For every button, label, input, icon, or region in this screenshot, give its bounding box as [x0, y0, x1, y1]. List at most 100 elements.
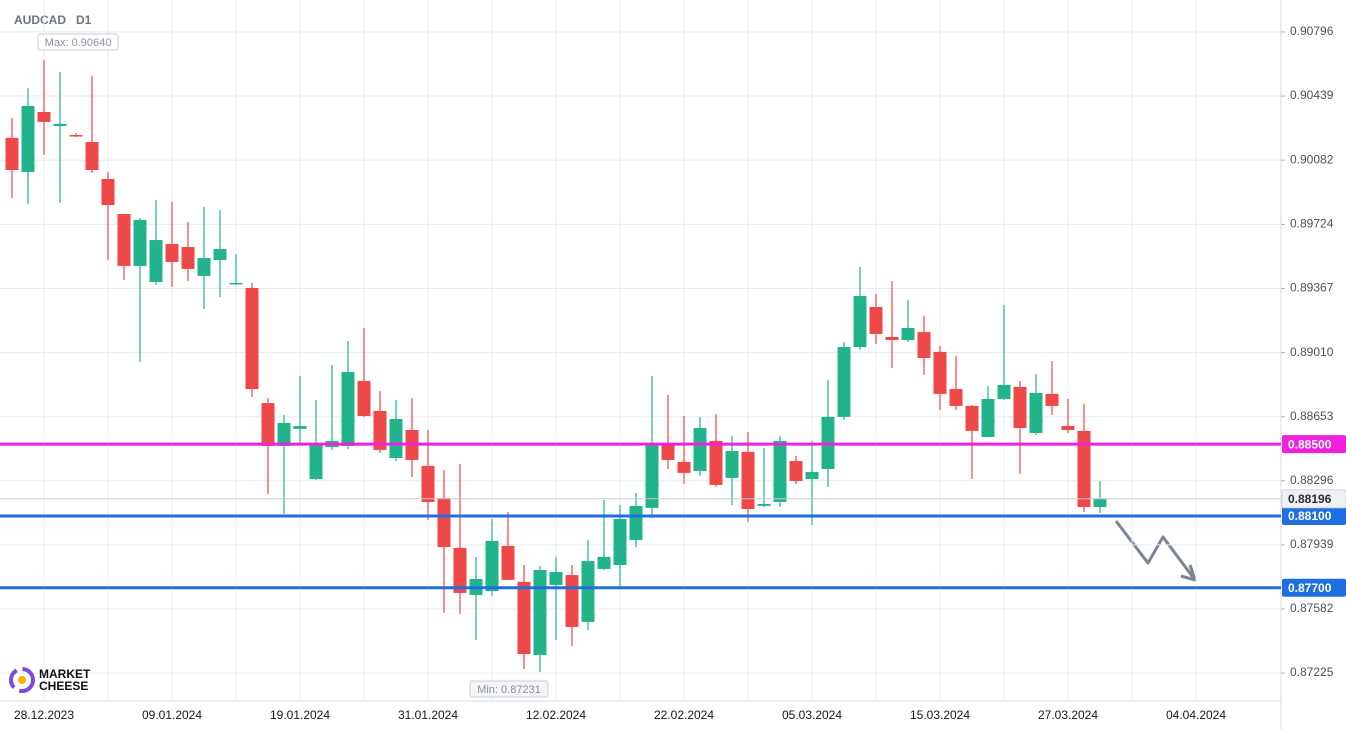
min-label: Min: 0.87231 — [477, 684, 541, 696]
y-tick-label: 0.90082 — [1290, 152, 1334, 166]
candle — [901, 300, 915, 343]
last-price-label: 0.88196 — [1288, 492, 1332, 506]
candle-body — [453, 547, 467, 593]
candle — [293, 375, 307, 443]
candle-body — [933, 351, 947, 394]
candle-body — [709, 440, 723, 485]
logo-text: CHEESE — [39, 679, 88, 693]
x-tick-label: 05.03.2024 — [782, 708, 842, 722]
candle — [885, 280, 899, 369]
candle-body — [21, 105, 35, 172]
timeframe: D1 — [76, 13, 92, 27]
x-tick-label: 19.01.2024 — [270, 708, 330, 722]
candle-body — [517, 581, 531, 655]
candle — [165, 201, 179, 287]
x-tick-label: 31.01.2024 — [398, 708, 458, 722]
candle — [613, 505, 627, 587]
candle — [453, 463, 467, 615]
candle-body — [197, 257, 211, 276]
y-tick-label: 0.90796 — [1290, 24, 1334, 38]
candle — [325, 364, 339, 450]
candle — [21, 87, 35, 204]
candle — [389, 400, 403, 462]
candle — [149, 200, 163, 285]
candle — [741, 431, 755, 522]
max-label: Max: 0.90640 — [45, 37, 112, 49]
candle — [693, 416, 707, 476]
y-tick-label: 0.89367 — [1290, 281, 1334, 295]
candle-body — [309, 444, 323, 479]
y-tick-label: 0.88296 — [1290, 473, 1334, 487]
candle-body — [885, 336, 899, 341]
candle-body — [581, 561, 595, 622]
candle — [597, 500, 611, 571]
candle — [101, 171, 115, 260]
candle — [1013, 380, 1027, 474]
max-label-box — [37, 33, 119, 51]
candle — [549, 556, 563, 641]
candle — [853, 266, 867, 350]
candle-body — [149, 240, 163, 283]
candle-body — [37, 112, 51, 122]
candle — [581, 540, 595, 630]
candle-body — [1077, 430, 1091, 508]
candle — [1045, 361, 1059, 415]
candle — [309, 400, 323, 480]
candle — [677, 415, 691, 485]
candle-body — [533, 570, 547, 655]
arrow-head — [1180, 564, 1197, 582]
candle-body — [869, 307, 883, 334]
candle — [709, 414, 723, 487]
x-tick-label: 28.12.2023 — [14, 708, 74, 722]
candle-body — [853, 296, 867, 348]
candle — [805, 440, 819, 525]
candle-body — [357, 380, 371, 416]
x-tick-label: 09.01.2024 — [142, 708, 202, 722]
arrow-path — [1114, 520, 1197, 581]
candle-body — [597, 556, 611, 569]
candle — [245, 282, 259, 397]
candle — [773, 435, 787, 508]
logo-icon-center — [18, 676, 26, 684]
candle-body — [693, 428, 707, 471]
candle — [37, 59, 51, 155]
candle — [789, 456, 803, 485]
candle — [1093, 480, 1107, 513]
candle — [213, 209, 227, 297]
candle-body — [549, 571, 563, 585]
candle — [53, 71, 67, 203]
candle-body — [421, 465, 435, 502]
candle — [821, 379, 835, 487]
candle-body — [901, 328, 915, 341]
candle-body — [5, 137, 19, 171]
x-tick-label: 22.02.2024 — [654, 708, 714, 722]
candle-body — [277, 422, 291, 446]
candle-body — [341, 371, 355, 446]
min-label-box — [469, 680, 549, 698]
candle-body — [661, 443, 675, 460]
candle — [117, 214, 131, 280]
y-tick-label: 0.87225 — [1290, 665, 1334, 679]
candle-body — [997, 384, 1011, 399]
candle-body — [981, 398, 995, 437]
level-label-box — [1282, 435, 1346, 454]
candle-body — [1045, 393, 1059, 406]
candle — [341, 340, 355, 450]
candle — [357, 328, 371, 417]
candle-body — [181, 247, 195, 269]
candle — [405, 398, 419, 478]
candle — [757, 447, 771, 508]
y-tick-label: 0.89010 — [1290, 345, 1334, 359]
y-tick-label: 0.87582 — [1290, 601, 1334, 615]
candle-body — [645, 443, 659, 508]
x-tick-label: 15.03.2024 — [910, 708, 970, 722]
level-label: 0.87700 — [1288, 581, 1332, 595]
candle-body — [501, 545, 515, 580]
candle — [133, 217, 147, 362]
candle-body — [837, 347, 851, 417]
candle — [629, 492, 643, 548]
candle-body — [53, 123, 67, 127]
candle — [437, 470, 451, 613]
candle-body — [437, 498, 451, 548]
candle-body — [101, 178, 115, 206]
